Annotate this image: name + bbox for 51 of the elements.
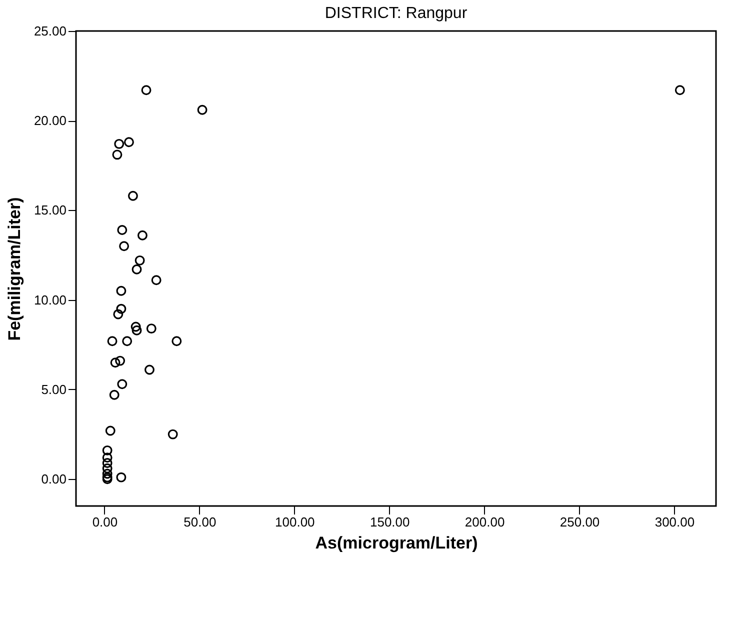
point xyxy=(197,104,208,115)
point xyxy=(146,324,156,334)
point xyxy=(113,309,124,320)
x-tick-label: 0.00 xyxy=(92,514,118,530)
point xyxy=(130,322,141,332)
point xyxy=(132,325,142,336)
point xyxy=(122,336,132,346)
point xyxy=(168,429,178,440)
point xyxy=(144,364,154,375)
point xyxy=(116,286,126,296)
y-axis-title: Fe(miligram/Liter) xyxy=(4,197,24,341)
point xyxy=(102,468,112,479)
point xyxy=(107,336,118,346)
x-tick-label: 200.00 xyxy=(464,514,505,530)
point xyxy=(109,390,120,400)
point xyxy=(137,230,148,240)
x-tick-label: 50.00 xyxy=(184,514,216,530)
x-tick-label: 250.00 xyxy=(560,514,600,530)
chart-title: DISTRICT: Rangpur xyxy=(324,5,468,22)
point xyxy=(116,304,126,314)
point xyxy=(116,472,126,482)
point xyxy=(132,264,142,274)
point xyxy=(102,445,112,456)
point xyxy=(141,85,152,96)
point xyxy=(112,150,122,160)
point xyxy=(117,379,128,390)
x-tick-label: 100.00 xyxy=(275,514,315,530)
point xyxy=(115,356,126,366)
point xyxy=(124,137,134,148)
x-tick-label: 300.00 xyxy=(654,514,695,530)
y-tick-label: 10.00 xyxy=(34,292,66,308)
point xyxy=(172,336,182,346)
x-tick-label: 150.00 xyxy=(370,514,410,530)
point xyxy=(102,463,112,474)
y-tick-label: 25.00 xyxy=(34,24,66,38)
point xyxy=(110,358,120,368)
point xyxy=(674,85,685,96)
x-axis-title: As(microgram/Liter) xyxy=(315,534,478,552)
y-tick-label: 15.00 xyxy=(34,202,66,218)
y-tick-label: 5.00 xyxy=(41,382,66,397)
point xyxy=(105,426,116,436)
point xyxy=(117,224,128,235)
point xyxy=(134,255,145,266)
point xyxy=(102,452,112,463)
point xyxy=(128,190,138,201)
point xyxy=(119,241,130,252)
y-tick-label: 0.00 xyxy=(41,472,66,487)
point xyxy=(114,138,124,149)
y-tick-label: 20.00 xyxy=(34,113,66,128)
point xyxy=(102,458,112,468)
point xyxy=(151,275,162,286)
